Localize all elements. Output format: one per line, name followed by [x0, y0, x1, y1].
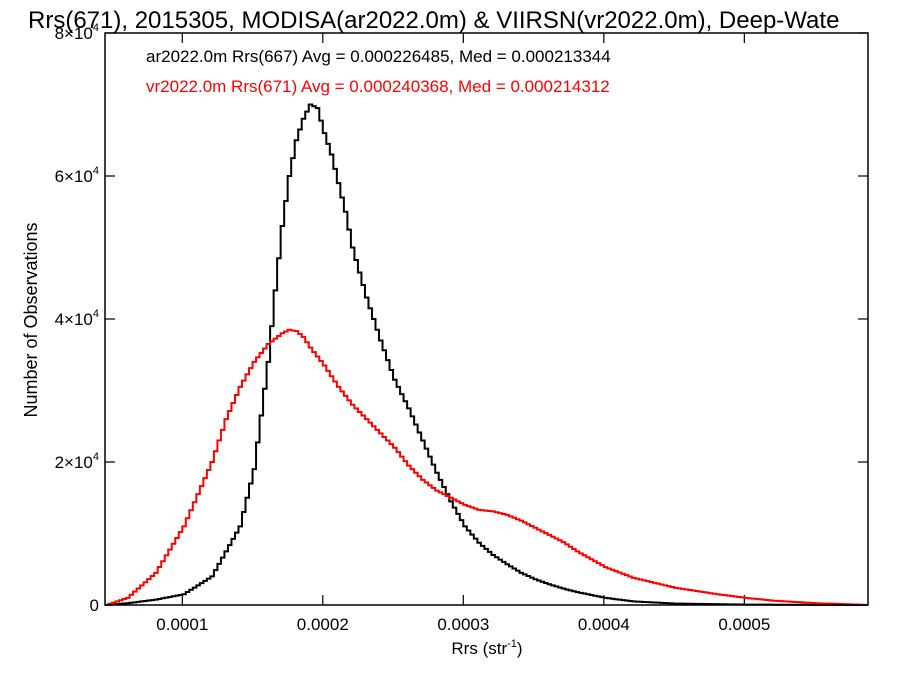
y-tick-label-3: 6×104	[55, 165, 99, 186]
series-line-1	[105, 328, 869, 606]
axis-ticks: 0.0001 0.0002 0.0003 0.0004 0.0005 0 2×104 4×10…	[55, 22, 868, 634]
legend: ar2022.0m Rrs(667) Avg = 0.000226485, Me…	[146, 47, 611, 96]
x-tick-label-4: 0.0005	[718, 615, 770, 634]
legend-entry-ar2022: ar2022.0m Rrs(667) Avg = 0.000226485, Me…	[146, 47, 611, 66]
data-series	[105, 103, 869, 606]
plot-frame	[104, 32, 869, 606]
series-line-0	[105, 103, 869, 606]
y-tick-label-2: 4×104	[55, 308, 99, 329]
x-tick-label-0: 0.0001	[156, 615, 208, 634]
y-tick-label-4: 8×104	[55, 22, 99, 43]
y-tick-label-0: 0	[90, 596, 99, 615]
chart-title: Rrs(671), 2015305, MODISA(ar2022.0m) & V…	[28, 7, 839, 34]
x-axis-label-main: Rrs (str	[451, 639, 507, 658]
x-axis-label: Rrs (str-1)	[451, 638, 522, 658]
x-tick-label-1: 0.0002	[297, 615, 349, 634]
x-axis-label-exponent: -1	[507, 638, 517, 650]
x-tick-label-2: 0.0003	[437, 615, 489, 634]
x-tick-label-3: 0.0004	[578, 615, 630, 634]
y-axis-label: Number of Observations	[21, 222, 41, 417]
legend-entry-vr2022: vr2022.0m Rrs(671) Avg = 0.000240368, Me…	[146, 77, 610, 96]
y-tick-label-1: 2×104	[55, 451, 99, 472]
x-axis-label-close: )	[517, 639, 523, 658]
